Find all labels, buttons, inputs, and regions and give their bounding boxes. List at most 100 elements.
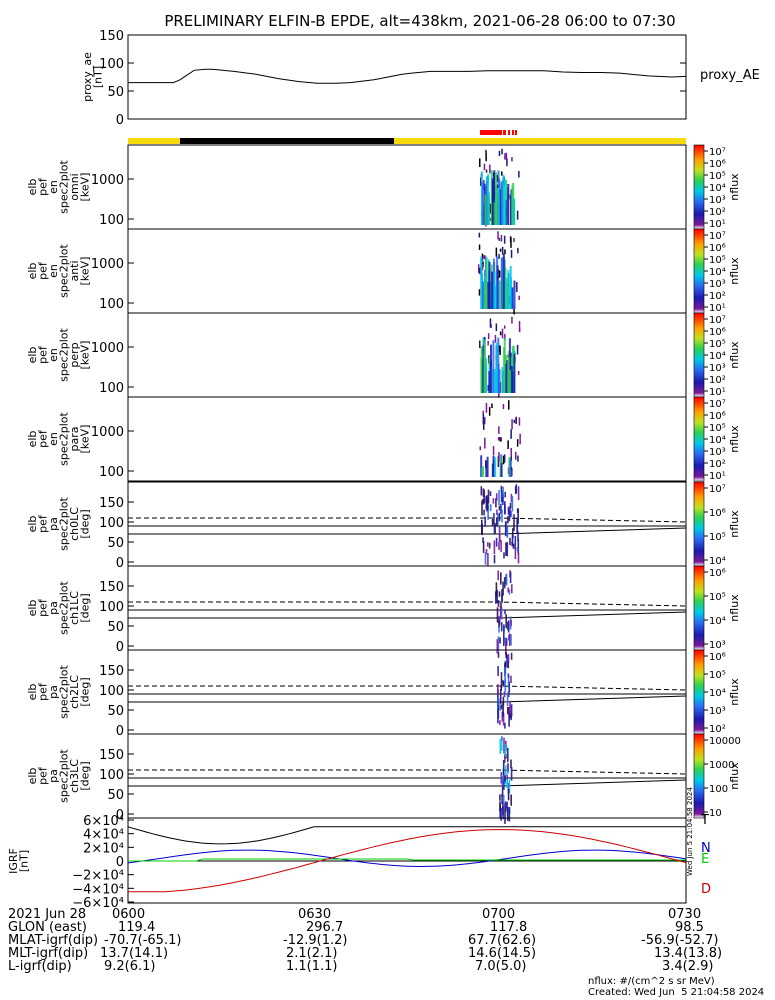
spec-panel-0-pixel (501, 148, 503, 155)
spec-panel-2-column (488, 371, 491, 393)
pa-panel-0-pixel (493, 540, 496, 554)
pa-panel-0-pixel (514, 548, 517, 559)
pa-panel-2-ylabel-0: elb (26, 684, 39, 701)
spec-panel-0-column (487, 174, 490, 225)
pa-panel-0-pixel (517, 553, 520, 564)
spec-panel-1-column (491, 271, 494, 309)
igrf-ytick-label: 2×10⁴ (83, 841, 124, 856)
pa-panel-1-pixel (498, 616, 500, 624)
spec-panel-1-ylabel-0: elb (26, 263, 39, 280)
ae-ytick-label: 150 (99, 29, 124, 44)
units-note: nflux: #/(cm^2 s sr MeV) (588, 976, 715, 987)
pa-panel-0-pixel (510, 493, 513, 502)
pa-panel-3-pixel (502, 806, 504, 820)
pa-panel-0-pixel (512, 543, 515, 549)
pa-panel-1-cbar-label: 10³ (709, 640, 726, 651)
pa-panel-0-pixel (500, 540, 502, 552)
pa-panel-2-pixel (504, 678, 507, 692)
spec-panel-1-ylabel-5: [keV] (78, 257, 91, 286)
spec-panel-1-ylabel-1: pef (36, 261, 49, 280)
pa-panel-3-ylabel-4: ch3LC (68, 759, 81, 793)
pa-panel-1-ylabel-4: ch1LC (68, 591, 81, 625)
pa-panel-1-pixel (499, 637, 501, 644)
spec-panel-2-ylabel-1: pef (36, 345, 49, 364)
pa-panel-2-pixel (502, 696, 505, 706)
spec-panel-2-ylabel-0: elb (26, 347, 39, 364)
spec-panel-1-colorbar (693, 228, 705, 314)
pa-panel-3-pixel (504, 775, 506, 782)
spec-panel-2-cbar-label: 10² (709, 375, 726, 386)
spec-panel-3-pixel (491, 403, 493, 408)
footer-r3-c0: 13.7(14.1) (100, 946, 169, 961)
spec-panel-3-pixel (507, 440, 509, 449)
spec-panel-3-pixel (484, 437, 486, 449)
pa-panel-3-pixel (501, 736, 503, 741)
pa-panel-1-ytick-label: 0 (116, 640, 124, 655)
pa-panel-0-ytick-label: 150 (99, 496, 124, 511)
spec-panel-3-pixel (502, 455, 505, 465)
pa-panel-0-pixel (503, 552, 505, 559)
spec-panel-0-ylabel-2: en (47, 180, 60, 194)
igrf-legend-T: T (700, 813, 709, 828)
pa-panel-0-pixel (508, 509, 511, 522)
spec-panel-2-column (490, 344, 492, 393)
ae-ylabel-1: [nT] (91, 66, 104, 88)
science-zone-mark-2 (508, 130, 510, 135)
spec-panel-0-column (497, 188, 500, 225)
spec-panel-0-pixel (485, 150, 487, 162)
pa-panel-2-cbar-label: 10³ (709, 706, 726, 717)
science-zone-mark-4 (515, 130, 517, 135)
igrf-ytick-label: −4×10⁴ (72, 882, 124, 897)
pa-panel-2-loss-cone-solid (128, 695, 687, 703)
pa-panel-0-cbar-label: 10⁶ (709, 508, 726, 519)
pa-panel-0-pixel (487, 553, 489, 566)
pa-panel-2-pixel (510, 652, 513, 660)
ae-ylabel-0: proxy_ae (81, 52, 94, 102)
pa-panel-0-pixel (481, 500, 483, 516)
spec-panel-0-pixel (489, 164, 491, 174)
ae-series-line (128, 68, 687, 84)
pa-panel-1-cbar-label: 10⁵ (709, 592, 726, 603)
spec-panel-2-ytick-label: 100 (99, 381, 124, 396)
pa-panel-3-pixel (504, 808, 506, 824)
spec-panel-1-column (502, 253, 505, 309)
pa-panel-0-pixel (511, 541, 513, 547)
pa-panel-0-pixel (506, 541, 509, 557)
pa-panel-1-pixel (498, 625, 500, 633)
pa-panel-2-pixel (500, 704, 503, 710)
pa-panel-1-ylabel-3: spec2plot (57, 581, 70, 635)
pa-panel-3-pixel (505, 740, 507, 747)
spec-panel-0-pixel (498, 150, 501, 157)
spec-panel-2-cbar-label: 10¹ (709, 387, 726, 398)
footer-r3-c3: 13.4(13.8) (654, 946, 723, 961)
spec-panel-0-ylabel-3: spec2plot (57, 160, 70, 214)
pa-panel-1-pixel (504, 637, 507, 644)
pa-panel-0-pixel (500, 490, 503, 503)
pa-panel-3-ytick-label: 150 (99, 748, 124, 763)
pa-panel-2-loss-cone-dashed (128, 685, 687, 691)
pa-panel-0-ylabel-3: spec2plot (57, 497, 70, 551)
pa-panel-0-ylabel-2: pa (47, 517, 60, 531)
pa-panel-2-pixel (505, 652, 507, 659)
spec-panel-2-pixel (489, 318, 492, 328)
pa-panel-3-loss-cone-solid (128, 779, 687, 787)
pa-panel-3-pixel (505, 744, 508, 751)
pa-panel-1-pixel (497, 600, 500, 607)
spec-panel-1-column (513, 288, 516, 309)
spec-panel-1-pixel (510, 237, 512, 248)
spec-panel-1-pixel (503, 235, 506, 244)
pa-panel-3-pixel (510, 767, 513, 781)
spec-panel-3-pixel (510, 447, 512, 457)
pa-panel-2-pixel (507, 653, 510, 663)
spec-panel-1-cbar-label: 10² (709, 291, 726, 302)
pa-panel-2-pixel (499, 705, 501, 711)
pa-panel-3-ylabel-5: [deg] (78, 761, 91, 790)
pa-panel-3-pixel (506, 801, 508, 809)
spec-panel-0-frame (127, 144, 687, 230)
footer-label-4: L-igrf(dip) (8, 959, 72, 974)
pa-panel-2-pixel (502, 713, 505, 726)
spec-panel-1-pixel (484, 255, 486, 260)
spec-panel-2-column (485, 358, 487, 393)
pa-panel-2-pixel (510, 704, 513, 717)
spec-panel-0-column (492, 202, 495, 225)
